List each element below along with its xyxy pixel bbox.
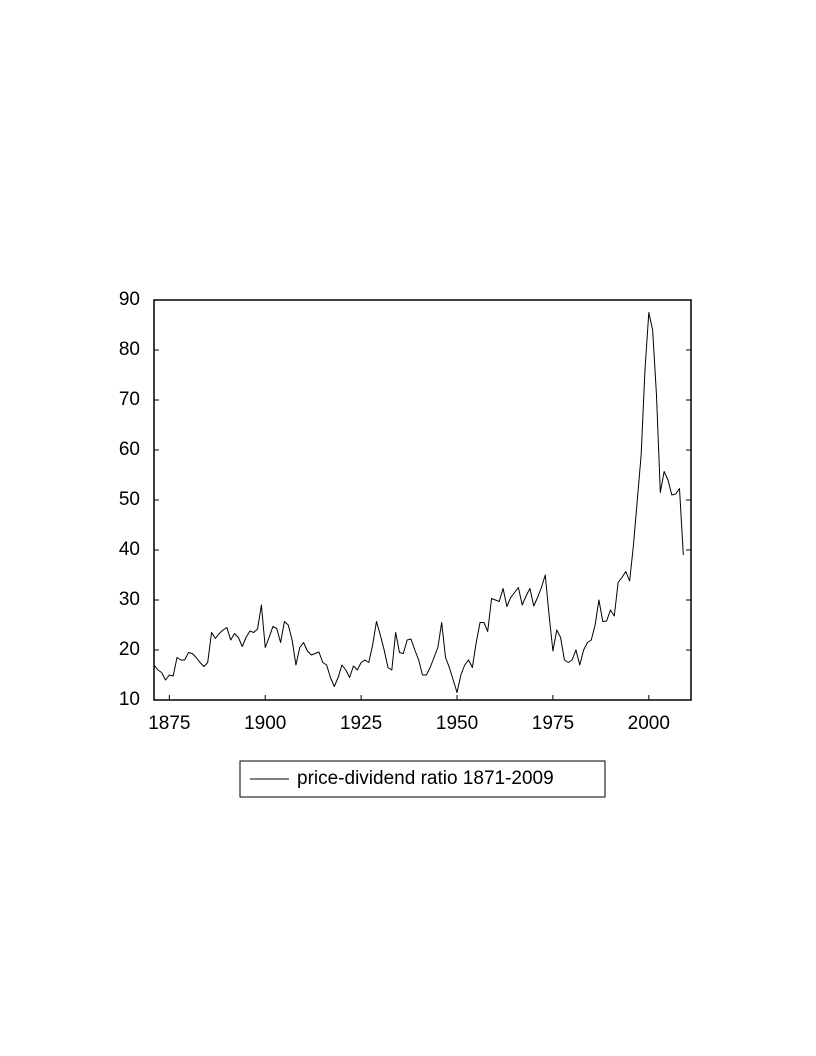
x-tick-label: 1900 [244, 713, 286, 734]
x-tick-label: 1875 [148, 713, 190, 734]
legend-box [239, 760, 606, 798]
y-tick-label: 80 [119, 339, 140, 360]
series-line [153, 312, 684, 693]
x-tick-label: 2000 [628, 713, 670, 734]
y-tick-label: 70 [119, 389, 140, 410]
legend-label: price-dividend ratio 1871-2009 [297, 768, 554, 789]
y-tick-label: 20 [119, 639, 140, 660]
plot-frame [153, 299, 692, 701]
y-tick-label: 60 [119, 439, 140, 460]
x-tick-label: 1950 [436, 713, 478, 734]
y-tick-label: 90 [119, 289, 140, 310]
y-tick-label: 30 [119, 589, 140, 610]
y-tick-label: 40 [119, 539, 140, 560]
x-tick-label: 1975 [532, 713, 574, 734]
y-tick-label: 50 [119, 489, 140, 510]
x-tick-label: 1925 [340, 713, 382, 734]
y-tick-label: 10 [119, 689, 140, 710]
